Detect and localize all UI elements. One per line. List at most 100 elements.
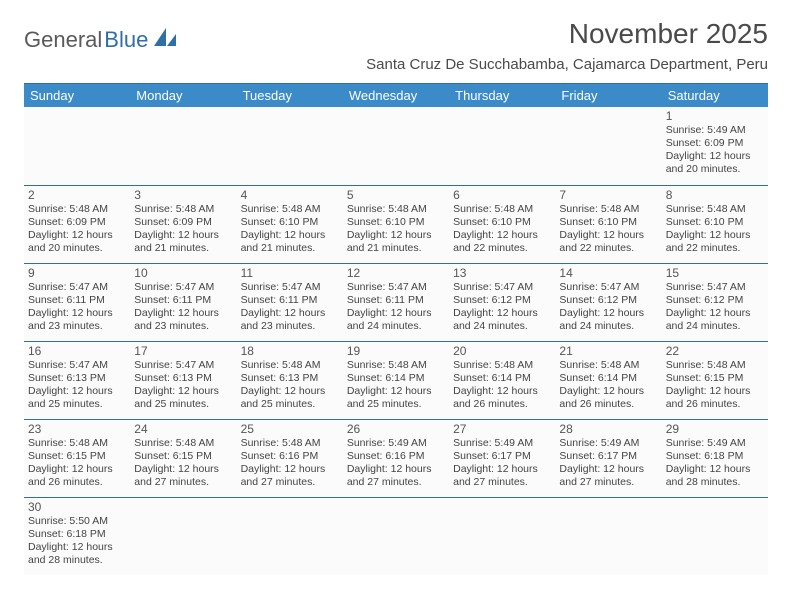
day-info: Sunrise: 5:48 AMSunset: 6:15 PMDaylight:… (28, 437, 126, 490)
calendar-row: 1Sunrise: 5:49 AMSunset: 6:09 PMDaylight… (24, 107, 768, 185)
day-number: 20 (453, 344, 551, 358)
weekday-header: Friday (555, 84, 661, 107)
day-number: 12 (347, 266, 445, 280)
day-info: Sunrise: 5:47 AMSunset: 6:12 PMDaylight:… (453, 281, 551, 334)
day-number: 24 (134, 422, 232, 436)
calendar-body: 1Sunrise: 5:49 AMSunset: 6:09 PMDaylight… (24, 107, 768, 575)
calendar-cell (130, 497, 236, 575)
calendar-row: 23Sunrise: 5:48 AMSunset: 6:15 PMDayligh… (24, 419, 768, 497)
calendar-cell: 14Sunrise: 5:47 AMSunset: 6:12 PMDayligh… (555, 263, 661, 341)
calendar-cell: 30Sunrise: 5:50 AMSunset: 6:18 PMDayligh… (24, 497, 130, 575)
day-number: 19 (347, 344, 445, 358)
calendar-cell: 13Sunrise: 5:47 AMSunset: 6:12 PMDayligh… (449, 263, 555, 341)
day-info: Sunrise: 5:48 AMSunset: 6:10 PMDaylight:… (241, 203, 339, 256)
calendar-cell: 26Sunrise: 5:49 AMSunset: 6:16 PMDayligh… (343, 419, 449, 497)
day-number: 3 (134, 188, 232, 202)
calendar-cell: 28Sunrise: 5:49 AMSunset: 6:17 PMDayligh… (555, 419, 661, 497)
brand-logo: General Blue (24, 26, 178, 53)
weekday-header-row: SundayMondayTuesdayWednesdayThursdayFrid… (24, 84, 768, 107)
day-info: Sunrise: 5:48 AMSunset: 6:15 PMDaylight:… (666, 359, 764, 412)
day-number: 9 (28, 266, 126, 280)
calendar-cell: 22Sunrise: 5:48 AMSunset: 6:15 PMDayligh… (662, 341, 768, 419)
day-info: Sunrise: 5:49 AMSunset: 6:16 PMDaylight:… (347, 437, 445, 490)
calendar-cell (662, 497, 768, 575)
day-number: 29 (666, 422, 764, 436)
day-number: 5 (347, 188, 445, 202)
location-subtitle: Santa Cruz De Succhabamba, Cajamarca Dep… (366, 56, 768, 73)
weekday-header: Sunday (24, 84, 130, 107)
day-info: Sunrise: 5:47 AMSunset: 6:13 PMDaylight:… (134, 359, 232, 412)
calendar-cell: 8Sunrise: 5:48 AMSunset: 6:10 PMDaylight… (662, 185, 768, 263)
calendar-cell: 24Sunrise: 5:48 AMSunset: 6:15 PMDayligh… (130, 419, 236, 497)
day-info: Sunrise: 5:48 AMSunset: 6:10 PMDaylight:… (559, 203, 657, 256)
calendar-cell: 25Sunrise: 5:48 AMSunset: 6:16 PMDayligh… (237, 419, 343, 497)
day-info: Sunrise: 5:48 AMSunset: 6:16 PMDaylight:… (241, 437, 339, 490)
day-info: Sunrise: 5:48 AMSunset: 6:14 PMDaylight:… (559, 359, 657, 412)
calendar-cell: 29Sunrise: 5:49 AMSunset: 6:18 PMDayligh… (662, 419, 768, 497)
brand-part1: General (24, 27, 102, 53)
day-number: 17 (134, 344, 232, 358)
day-info: Sunrise: 5:49 AMSunset: 6:09 PMDaylight:… (666, 124, 764, 177)
calendar-cell (555, 107, 661, 185)
day-number: 2 (28, 188, 126, 202)
calendar-row: 2Sunrise: 5:48 AMSunset: 6:09 PMDaylight… (24, 185, 768, 263)
day-info: Sunrise: 5:47 AMSunset: 6:11 PMDaylight:… (347, 281, 445, 334)
day-info: Sunrise: 5:48 AMSunset: 6:09 PMDaylight:… (134, 203, 232, 256)
weekday-header: Saturday (662, 84, 768, 107)
day-info: Sunrise: 5:47 AMSunset: 6:13 PMDaylight:… (28, 359, 126, 412)
calendar-cell: 9Sunrise: 5:47 AMSunset: 6:11 PMDaylight… (24, 263, 130, 341)
page-title: November 2025 (366, 18, 768, 50)
calendar-table: SundayMondayTuesdayWednesdayThursdayFrid… (24, 84, 768, 575)
day-number: 4 (241, 188, 339, 202)
calendar-cell: 19Sunrise: 5:48 AMSunset: 6:14 PMDayligh… (343, 341, 449, 419)
day-number: 8 (666, 188, 764, 202)
calendar-cell (237, 497, 343, 575)
calendar-cell: 23Sunrise: 5:48 AMSunset: 6:15 PMDayligh… (24, 419, 130, 497)
day-info: Sunrise: 5:48 AMSunset: 6:14 PMDaylight:… (453, 359, 551, 412)
calendar-cell: 12Sunrise: 5:47 AMSunset: 6:11 PMDayligh… (343, 263, 449, 341)
day-info: Sunrise: 5:47 AMSunset: 6:12 PMDaylight:… (559, 281, 657, 334)
calendar-cell: 15Sunrise: 5:47 AMSunset: 6:12 PMDayligh… (662, 263, 768, 341)
day-number: 22 (666, 344, 764, 358)
day-number: 10 (134, 266, 232, 280)
day-info: Sunrise: 5:48 AMSunset: 6:10 PMDaylight:… (453, 203, 551, 256)
calendar-cell: 3Sunrise: 5:48 AMSunset: 6:09 PMDaylight… (130, 185, 236, 263)
calendar-cell: 4Sunrise: 5:48 AMSunset: 6:10 PMDaylight… (237, 185, 343, 263)
day-info: Sunrise: 5:48 AMSunset: 6:15 PMDaylight:… (134, 437, 232, 490)
calendar-cell: 21Sunrise: 5:48 AMSunset: 6:14 PMDayligh… (555, 341, 661, 419)
calendar-row: 16Sunrise: 5:47 AMSunset: 6:13 PMDayligh… (24, 341, 768, 419)
day-info: Sunrise: 5:49 AMSunset: 6:18 PMDaylight:… (666, 437, 764, 490)
day-number: 6 (453, 188, 551, 202)
title-block: November 2025 Santa Cruz De Succhabamba,… (366, 18, 768, 77)
day-info: Sunrise: 5:47 AMSunset: 6:12 PMDaylight:… (666, 281, 764, 334)
calendar-cell (449, 497, 555, 575)
day-info: Sunrise: 5:48 AMSunset: 6:14 PMDaylight:… (347, 359, 445, 412)
calendar-row: 9Sunrise: 5:47 AMSunset: 6:11 PMDaylight… (24, 263, 768, 341)
calendar-cell: 18Sunrise: 5:48 AMSunset: 6:13 PMDayligh… (237, 341, 343, 419)
day-info: Sunrise: 5:47 AMSunset: 6:11 PMDaylight:… (241, 281, 339, 334)
calendar-cell: 20Sunrise: 5:48 AMSunset: 6:14 PMDayligh… (449, 341, 555, 419)
day-number: 14 (559, 266, 657, 280)
day-info: Sunrise: 5:48 AMSunset: 6:13 PMDaylight:… (241, 359, 339, 412)
brand-part2: Blue (104, 27, 148, 53)
calendar-cell: 7Sunrise: 5:48 AMSunset: 6:10 PMDaylight… (555, 185, 661, 263)
calendar-cell: 10Sunrise: 5:47 AMSunset: 6:11 PMDayligh… (130, 263, 236, 341)
calendar-cell: 6Sunrise: 5:48 AMSunset: 6:10 PMDaylight… (449, 185, 555, 263)
calendar-cell (343, 107, 449, 185)
day-number: 28 (559, 422, 657, 436)
weekday-header: Wednesday (343, 84, 449, 107)
day-number: 16 (28, 344, 126, 358)
day-number: 7 (559, 188, 657, 202)
day-number: 13 (453, 266, 551, 280)
day-number: 21 (559, 344, 657, 358)
calendar-cell (237, 107, 343, 185)
day-info: Sunrise: 5:48 AMSunset: 6:09 PMDaylight:… (28, 203, 126, 256)
sail-icon (152, 26, 178, 53)
day-info: Sunrise: 5:48 AMSunset: 6:10 PMDaylight:… (666, 203, 764, 256)
header: General Blue November 2025 Santa Cruz De… (24, 18, 768, 77)
day-number: 1 (666, 109, 764, 123)
calendar-row: 30Sunrise: 5:50 AMSunset: 6:18 PMDayligh… (24, 497, 768, 575)
day-info: Sunrise: 5:47 AMSunset: 6:11 PMDaylight:… (28, 281, 126, 334)
weekday-header: Thursday (449, 84, 555, 107)
calendar-cell (343, 497, 449, 575)
